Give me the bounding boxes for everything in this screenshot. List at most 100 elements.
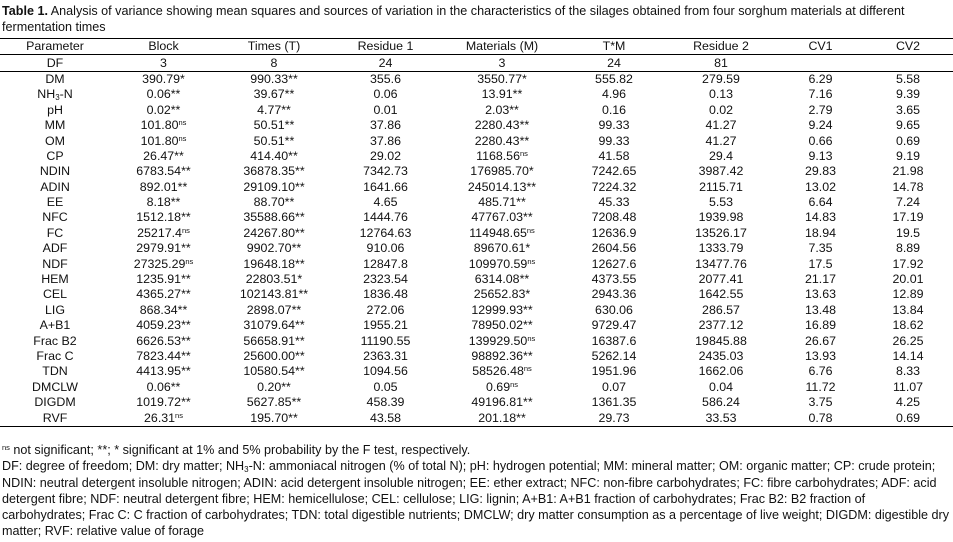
mean-square-value: 99.33	[598, 133, 630, 148]
significance-mark: **	[181, 364, 191, 379]
mean-square-value: 272.06	[366, 302, 405, 317]
parameter-cell: FC	[0, 226, 110, 241]
parameter-cell: DIGDM	[0, 395, 110, 410]
mean-square-value: 5262.14	[591, 349, 637, 363]
mean-square-value: 1662.06	[698, 364, 744, 379]
value-cell: 630.06	[564, 303, 664, 318]
value-cell: 2.79	[778, 103, 863, 118]
mean-square-value: 4373.55	[591, 272, 637, 287]
value-cell: 12636.9	[564, 226, 664, 241]
significance-mark: **	[181, 333, 191, 348]
value-cell: 101.80ns	[110, 118, 217, 133]
value-cell: 8.18**	[110, 195, 217, 210]
mean-square-value: 3.75	[808, 395, 833, 410]
value-cell: 2115.71	[664, 180, 778, 195]
value-cell: 1955.21	[331, 318, 440, 333]
mean-square-value: 12636.9	[591, 225, 637, 240]
value-cell: 4059.23**	[110, 318, 217, 333]
mean-square-value: 2077.41	[698, 272, 744, 287]
significance-mark: *	[525, 287, 531, 302]
value-cell: 35588.66**	[217, 210, 331, 225]
value-cell: 18.62	[863, 318, 953, 333]
value-cell: 21.17	[778, 272, 863, 287]
significance-mark: **	[170, 87, 181, 102]
mean-square-value: 25600.00	[243, 349, 296, 363]
significance-mark: *	[525, 241, 531, 256]
value-cell: 2280.43**	[440, 118, 564, 133]
value-cell: 20.01	[863, 272, 953, 287]
parameter-name: ADIN	[40, 179, 70, 194]
value-cell: 12764.63	[331, 226, 440, 241]
value-cell: 1361.35	[564, 395, 664, 410]
value-cell: 1019.72**	[110, 395, 217, 410]
mean-square-value: 0.20	[257, 379, 282, 394]
value-cell: 29.02	[331, 149, 440, 164]
value-cell: 5627.85**	[217, 395, 331, 410]
mean-square-value: 176985.70	[470, 164, 529, 179]
significance-mark: **	[295, 210, 305, 225]
value-cell: 37.86	[331, 133, 440, 148]
value-cell: 0.07	[564, 380, 664, 395]
mean-square-value: 0.69	[895, 410, 921, 425]
parameter-cell: A+B1	[0, 318, 110, 333]
value-cell: 7208.48	[564, 210, 664, 225]
mean-square-value: 2979.91	[136, 241, 182, 256]
significance-mark: **	[295, 318, 305, 333]
significance-mark: **	[177, 179, 188, 194]
parameter-cell: NH3-N	[0, 87, 110, 102]
value-cell: 139929.50ns	[440, 333, 564, 348]
value-cell: 1951.96	[564, 364, 664, 379]
significance-mark: **	[174, 148, 184, 163]
table-row: CP 26.47** 414.40** 29.02 1168.56ns 41.58 29.4…	[0, 149, 953, 164]
mean-square-value: 0.06	[146, 379, 171, 394]
mean-square-value: 78950.02	[471, 318, 524, 333]
df-cell	[863, 54, 953, 72]
mean-square-value: 9.24	[808, 118, 833, 133]
value-cell: 2363.31	[331, 349, 440, 364]
parameter-suffix: -N	[59, 87, 73, 102]
value-cell: 19648.18**	[217, 256, 331, 271]
value-cell: 4.77**	[217, 103, 331, 118]
value-cell: 6626.53**	[110, 333, 217, 348]
parameter-cell: NDIN	[0, 164, 110, 179]
mean-square-value: 868.34	[139, 302, 178, 317]
mean-square-value: 33.53	[705, 410, 737, 425]
table-caption: Table 1. Analysis of variance showing me…	[2, 3, 950, 35]
value-cell: 2604.56	[564, 241, 664, 256]
parameter-name: OM	[45, 133, 65, 148]
mean-square-value: 7823.44	[136, 349, 182, 363]
parameter-cell: RVF	[0, 410, 110, 427]
parameter-cell: OM	[0, 133, 110, 148]
mean-square-value: 6626.53	[136, 333, 182, 348]
mean-square-value: 201.18	[478, 410, 517, 425]
table-row: NH3-N 0.06** 39.67** 0.06 13.91** 4.96 0.13 7.1…	[0, 87, 953, 102]
parameter-cell: pH	[0, 103, 110, 118]
mean-square-value: 0.02	[708, 102, 734, 117]
significance-mark: **	[519, 133, 530, 148]
value-cell: 13.63	[778, 287, 863, 302]
parameter-cell: EE	[0, 195, 110, 210]
value-cell: 4373.55	[564, 272, 664, 287]
mean-square-value: 16387.6	[591, 333, 637, 348]
table-footnotes: ns not significant; **; * significant at…	[2, 442, 950, 540]
significance-mark: **	[177, 302, 188, 317]
value-cell: 22803.51*	[217, 272, 331, 287]
table-label: Table 1.	[2, 4, 48, 18]
significance-mark: **	[519, 118, 530, 133]
column-header: Times (T)	[217, 37, 331, 56]
column-header: Block	[110, 37, 217, 56]
abbreviations-subscript: 3	[244, 465, 249, 475]
value-cell: 17.19	[863, 210, 953, 225]
table-row: DMCLW 0.06** 0.20** 0.05 0.69ns 0.07 0.04 11.72…	[0, 380, 953, 395]
value-cell: 2898.07**	[217, 303, 331, 318]
value-cell: 12.89	[863, 287, 953, 302]
value-cell: 1641.66	[331, 180, 440, 195]
value-cell: 0.66	[778, 133, 863, 148]
value-cell: 7.16	[778, 87, 863, 102]
value-cell: 4.96	[564, 87, 664, 102]
value-cell: 12627.6	[564, 256, 664, 271]
value-cell: 4.65	[331, 195, 440, 210]
value-cell: 868.34**	[110, 303, 217, 318]
value-cell: 8.89	[863, 241, 953, 256]
significance-note-text: not significant; **; * significant at 1%…	[9, 443, 471, 457]
